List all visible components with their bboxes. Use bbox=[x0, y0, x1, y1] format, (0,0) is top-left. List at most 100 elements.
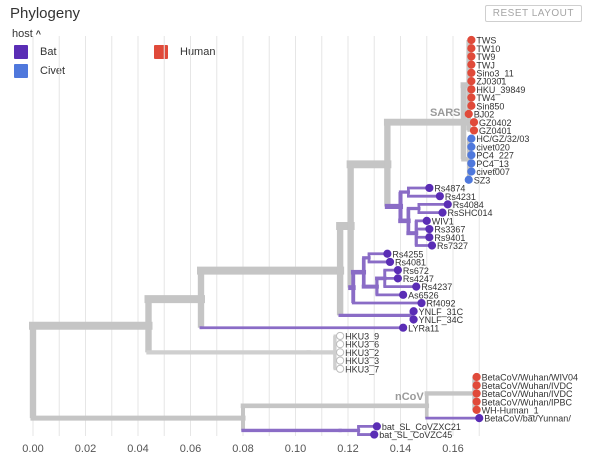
tip-node bbox=[372, 422, 381, 431]
tip-label: YNLF_34C bbox=[419, 315, 464, 325]
x-tick-label: 0.12 bbox=[337, 443, 358, 455]
tip-label: TW4 bbox=[476, 93, 495, 103]
tip-node bbox=[467, 150, 476, 160]
legend-toggle[interactable]: host ^ bbox=[12, 28, 41, 40]
tip-node bbox=[443, 200, 452, 209]
tip-node bbox=[409, 315, 418, 324]
tip-node bbox=[467, 44, 476, 53]
tip-label: TW10 bbox=[476, 44, 500, 54]
tip-label: TWJ bbox=[476, 60, 495, 70]
tip-label: Sin850 bbox=[476, 101, 504, 111]
tip-label: SZ3 bbox=[474, 175, 491, 185]
tip-node bbox=[467, 77, 476, 86]
tip-node bbox=[467, 85, 476, 94]
tip-label: bat_SL_CoVZC45 bbox=[379, 430, 452, 440]
tip-label: Rs4247 bbox=[403, 274, 434, 284]
tip-label: TWS bbox=[476, 36, 496, 46]
tip-node bbox=[467, 68, 476, 77]
panel-header: Phylogeny RESET LAYOUT bbox=[0, 0, 590, 30]
tip-node bbox=[469, 126, 479, 135]
tip-label: Rs4084 bbox=[453, 200, 484, 210]
tip-node bbox=[467, 159, 476, 168]
x-tick-label: 0.06 bbox=[180, 443, 201, 455]
tip-label: YNLF_31C bbox=[419, 307, 464, 317]
tip-node bbox=[412, 282, 421, 291]
x-tick-label: 0.00 bbox=[22, 443, 43, 455]
tip-label: BJ02 bbox=[474, 110, 495, 120]
tip-label: HKU3_2 bbox=[345, 348, 379, 358]
tip-node bbox=[467, 60, 476, 69]
tip-node bbox=[425, 224, 434, 234]
tip-label: Rs9401 bbox=[434, 233, 465, 243]
tip-label: GZ0402 bbox=[479, 118, 512, 128]
clade-label: SARS bbox=[430, 107, 461, 119]
tip-node bbox=[393, 266, 402, 275]
tip-label: Rs4237 bbox=[421, 282, 452, 292]
panel-title: Phylogeny bbox=[10, 5, 81, 22]
tip-label: Rs672 bbox=[403, 266, 429, 276]
tip-label: PC4_13 bbox=[476, 159, 509, 169]
tip-label: As6526 bbox=[408, 290, 439, 300]
tip-node bbox=[336, 331, 345, 341]
civet-swatch bbox=[14, 64, 28, 78]
tip-node bbox=[336, 356, 345, 365]
tip-node bbox=[393, 274, 402, 283]
tip-label: Rs3367 bbox=[434, 225, 465, 235]
tip-node bbox=[467, 167, 476, 176]
tip-node bbox=[438, 208, 447, 217]
tip-label: Rs4081 bbox=[395, 258, 426, 268]
tip-node bbox=[427, 241, 437, 250]
tip-label: HC/GZ/32/03 bbox=[476, 134, 529, 144]
tip-node bbox=[467, 52, 476, 61]
clade-label: nCoV bbox=[395, 391, 424, 403]
tip-label: HKU_39849 bbox=[476, 85, 525, 95]
tip-node bbox=[467, 142, 476, 151]
tip-node bbox=[472, 389, 481, 398]
tip-node bbox=[464, 109, 473, 119]
tip-node bbox=[472, 381, 481, 390]
x-tick-label: 0.16 bbox=[442, 443, 463, 455]
tip-node bbox=[435, 192, 444, 201]
x-tick-label: 0.14 bbox=[390, 443, 411, 455]
x-tick-label: 0.04 bbox=[127, 443, 148, 455]
tip-node bbox=[467, 35, 476, 45]
tip-label: BetaCoV/Wuhan/IVDC bbox=[482, 381, 573, 391]
tip-node bbox=[336, 340, 345, 349]
tip-label: Rs4231 bbox=[445, 192, 476, 202]
reset-layout-button[interactable]: RESET LAYOUT bbox=[484, 5, 582, 22]
tip-node bbox=[472, 372, 481, 382]
tip-node bbox=[425, 233, 434, 242]
tip-label: civet007 bbox=[476, 167, 510, 177]
x-tick-label: 0.02 bbox=[75, 443, 96, 455]
tip-label: PC4_227 bbox=[476, 151, 514, 161]
tip-label: ZJ0301 bbox=[476, 77, 506, 87]
tip-label: HKU3_6 bbox=[345, 340, 379, 350]
tip-node bbox=[464, 175, 473, 184]
tip-label: LYRa11 bbox=[408, 323, 439, 333]
tip-label: Sino3_11 bbox=[476, 68, 513, 78]
tip-node bbox=[370, 430, 379, 439]
x-tick-label: 0.10 bbox=[285, 443, 306, 455]
tip-label: Rs7327 bbox=[437, 241, 468, 251]
tip-node bbox=[399, 323, 408, 332]
tip-label: RsSHC014 bbox=[448, 208, 493, 218]
tip-node bbox=[467, 134, 476, 143]
tip-label: WIV1 bbox=[432, 216, 454, 226]
tip-node bbox=[475, 414, 484, 423]
tip-node bbox=[467, 101, 476, 110]
chevron-up-icon: ^ bbox=[35, 29, 42, 39]
tip-node bbox=[399, 290, 408, 299]
tip-label: civet020 bbox=[476, 142, 510, 152]
tip-node bbox=[417, 298, 426, 308]
tip-node bbox=[467, 93, 476, 102]
tip-label: BetaCoV/Wuhan/IPBC bbox=[482, 397, 573, 407]
legend-item-bat[interactable]: Bat bbox=[14, 45, 57, 59]
tip-label: BetaCoV/bat/Yunnan/ bbox=[484, 414, 571, 424]
tip-label: bat_SL_CoVZXC21 bbox=[382, 422, 461, 432]
tip-label: HKU3_7 bbox=[345, 364, 379, 374]
tip-label: GZ0401 bbox=[479, 126, 512, 136]
tip-node bbox=[425, 183, 434, 193]
tip-node bbox=[469, 118, 479, 127]
tip-label: Rs4255 bbox=[392, 249, 423, 259]
tip-node bbox=[336, 348, 345, 357]
